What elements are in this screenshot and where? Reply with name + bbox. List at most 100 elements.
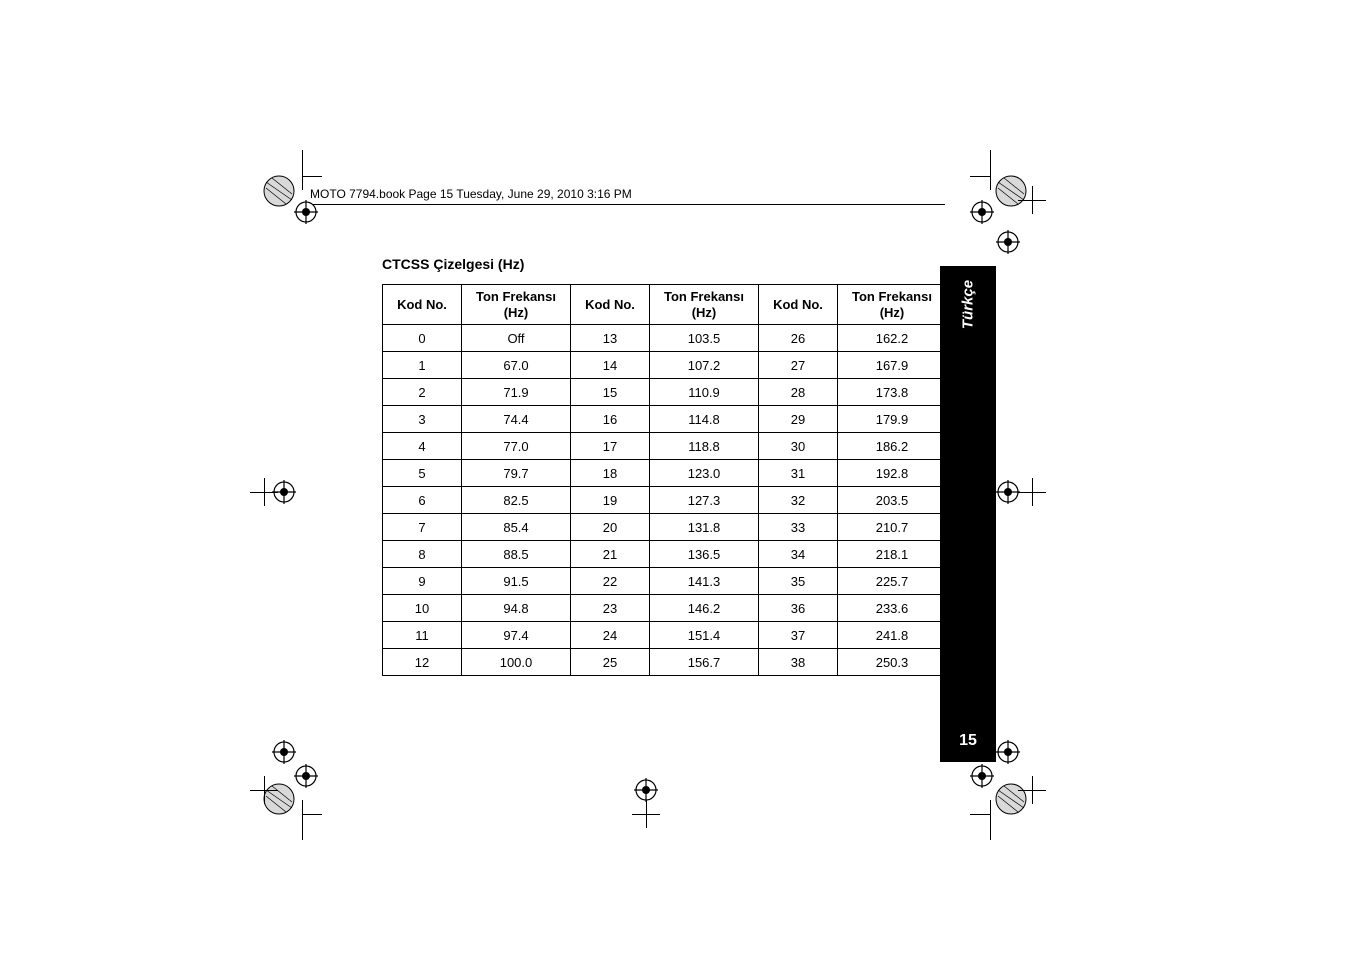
table-row: 785.420131.833210.7 xyxy=(383,514,947,541)
crop-mark xyxy=(1032,478,1033,506)
crop-mark xyxy=(632,814,660,815)
cell-code: 34 xyxy=(759,541,838,568)
cell-frequency: 74.4 xyxy=(462,406,571,433)
table-header-freq-2: Ton Frekansı (Hz) xyxy=(650,285,759,325)
cell-frequency: 151.4 xyxy=(650,622,759,649)
cell-frequency: 85.4 xyxy=(462,514,571,541)
cell-code: 2 xyxy=(383,379,462,406)
cell-frequency: 173.8 xyxy=(838,379,947,406)
cell-frequency: 127.3 xyxy=(650,487,759,514)
cell-frequency: 167.9 xyxy=(838,352,947,379)
cell-code: 28 xyxy=(759,379,838,406)
registration-mark-icon xyxy=(996,480,1020,504)
table-row: 12100.025156.738250.3 xyxy=(383,649,947,676)
cell-frequency: 123.0 xyxy=(650,460,759,487)
crop-mark xyxy=(990,150,991,190)
registration-mark-icon xyxy=(970,764,994,788)
cell-frequency: 79.7 xyxy=(462,460,571,487)
crop-mark xyxy=(264,478,265,506)
table-row: 167.014107.227167.9 xyxy=(383,352,947,379)
language-sidebar: Türkçe 15 xyxy=(940,266,996,762)
cell-code: 14 xyxy=(571,352,650,379)
cell-frequency: 141.3 xyxy=(650,568,759,595)
cell-code: 35 xyxy=(759,568,838,595)
cell-frequency: Off xyxy=(462,325,571,352)
registration-mark-icon xyxy=(272,740,296,764)
cell-frequency: 71.9 xyxy=(462,379,571,406)
cell-code: 0 xyxy=(383,325,462,352)
cell-code: 11 xyxy=(383,622,462,649)
cell-code: 3 xyxy=(383,406,462,433)
registration-mark-icon xyxy=(262,782,296,816)
cell-frequency: 210.7 xyxy=(838,514,947,541)
table-row: 374.416114.829179.9 xyxy=(383,406,947,433)
registration-mark-icon xyxy=(970,200,994,224)
table-header-code-1: Kod No. xyxy=(383,285,462,325)
cell-code: 15 xyxy=(571,379,650,406)
registration-mark-icon xyxy=(996,740,1020,764)
table-header-code-3: Kod No. xyxy=(759,285,838,325)
cell-code: 31 xyxy=(759,460,838,487)
cell-code: 8 xyxy=(383,541,462,568)
table-row: 991.522141.335225.7 xyxy=(383,568,947,595)
cell-code: 19 xyxy=(571,487,650,514)
cell-code: 5 xyxy=(383,460,462,487)
cell-code: 20 xyxy=(571,514,650,541)
registration-mark-icon xyxy=(994,174,1028,208)
cell-frequency: 67.0 xyxy=(462,352,571,379)
cell-code: 26 xyxy=(759,325,838,352)
cell-code: 16 xyxy=(571,406,650,433)
table-row: 271.915110.928173.8 xyxy=(383,379,947,406)
cell-code: 36 xyxy=(759,595,838,622)
cell-frequency: 136.5 xyxy=(650,541,759,568)
cell-frequency: 203.5 xyxy=(838,487,947,514)
table-row: 682.519127.332203.5 xyxy=(383,487,947,514)
cell-frequency: 88.5 xyxy=(462,541,571,568)
cell-code: 38 xyxy=(759,649,838,676)
table-row: 477.017118.830186.2 xyxy=(383,433,947,460)
cell-code: 23 xyxy=(571,595,650,622)
table-header-freq-1: Ton Frekansı (Hz) xyxy=(462,285,571,325)
cell-frequency: 91.5 xyxy=(462,568,571,595)
crop-mark xyxy=(970,814,990,815)
cell-code: 29 xyxy=(759,406,838,433)
cell-code: 10 xyxy=(383,595,462,622)
cell-frequency: 179.9 xyxy=(838,406,947,433)
cell-code: 27 xyxy=(759,352,838,379)
cell-frequency: 82.5 xyxy=(462,487,571,514)
crop-mark xyxy=(1032,186,1033,214)
cell-frequency: 186.2 xyxy=(838,433,947,460)
cell-frequency: 241.8 xyxy=(838,622,947,649)
cell-code: 25 xyxy=(571,649,650,676)
cell-code: 33 xyxy=(759,514,838,541)
section-title: CTCSS Çizelgesi (Hz) xyxy=(382,256,524,272)
cell-code: 4 xyxy=(383,433,462,460)
crop-mark xyxy=(302,814,322,815)
cell-code: 1 xyxy=(383,352,462,379)
cell-frequency: 218.1 xyxy=(838,541,947,568)
table-row: 0Off13103.526162.2 xyxy=(383,325,947,352)
cell-code: 6 xyxy=(383,487,462,514)
registration-mark-icon xyxy=(262,174,296,208)
crop-mark xyxy=(970,176,990,177)
crop-mark xyxy=(302,176,322,177)
cell-code: 22 xyxy=(571,568,650,595)
table-header-code-2: Kod No. xyxy=(571,285,650,325)
cell-code: 24 xyxy=(571,622,650,649)
crop-mark xyxy=(1032,776,1033,804)
cell-frequency: 162.2 xyxy=(838,325,947,352)
cell-frequency: 131.8 xyxy=(650,514,759,541)
cell-frequency: 100.0 xyxy=(462,649,571,676)
cell-code: 32 xyxy=(759,487,838,514)
registration-mark-icon xyxy=(294,764,318,788)
header-rule xyxy=(305,204,945,205)
cell-frequency: 192.8 xyxy=(838,460,947,487)
registration-mark-icon xyxy=(294,200,318,224)
crop-mark xyxy=(990,800,991,840)
cell-frequency: 225.7 xyxy=(838,568,947,595)
cell-code: 18 xyxy=(571,460,650,487)
cell-frequency: 156.7 xyxy=(650,649,759,676)
table-row: 888.521136.534218.1 xyxy=(383,541,947,568)
cell-frequency: 118.8 xyxy=(650,433,759,460)
table-row: 1094.823146.236233.6 xyxy=(383,595,947,622)
